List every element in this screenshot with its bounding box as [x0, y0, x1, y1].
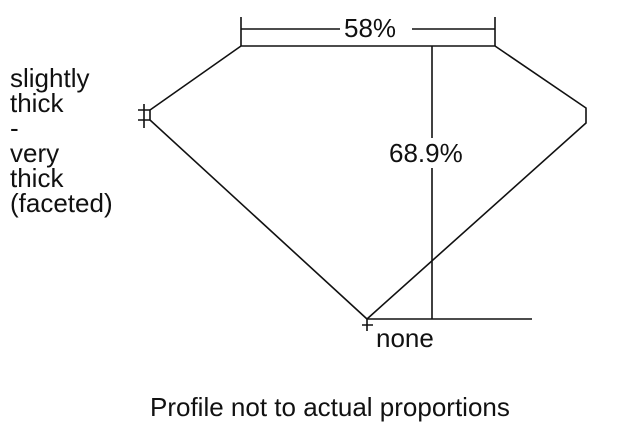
depth-percent-label: 68.9%: [389, 138, 463, 168]
girdle-label: slightly thick - very thick (faceted): [10, 63, 113, 218]
culet-marker-cross: [362, 319, 373, 331]
gem-outline: [149, 45, 587, 321]
girdle-label-line: (faceted): [10, 188, 113, 218]
culet-label: none: [376, 323, 434, 353]
girdle-label-line: thick: [10, 163, 64, 193]
caption: Profile not to actual proportions: [150, 392, 510, 422]
girdle-label-line: -: [10, 113, 19, 143]
girdle-marker-cross: [138, 104, 150, 128]
table-percent-label: 58%: [344, 13, 397, 43]
girdle-label-line: thick: [10, 88, 64, 118]
girdle-label-line: slightly: [10, 63, 90, 93]
girdle-label-line: very: [10, 138, 60, 168]
